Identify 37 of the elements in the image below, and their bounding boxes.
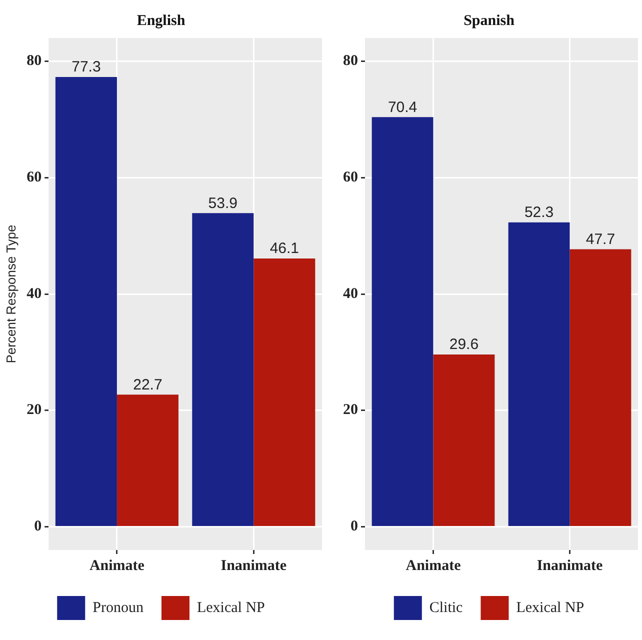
x-tick-label: Inanimate — [220, 558, 287, 574]
legend-label: Lexical NP — [196, 600, 265, 616]
bar — [570, 249, 632, 526]
data-label: 77.3 — [72, 58, 101, 76]
y-tick-label: 0 — [34, 518, 42, 535]
y-tick-label: 60 — [343, 170, 358, 186]
chart-title: English — [136, 12, 186, 29]
bar — [508, 222, 570, 526]
data-label: 22.7 — [133, 376, 162, 394]
data-label: 29.6 — [449, 336, 479, 354]
data-label: 46.1 — [270, 240, 300, 258]
y-tick-label: 80 — [343, 53, 358, 70]
data-label: 47.7 — [586, 230, 616, 248]
y-tick-label: 40 — [26, 286, 42, 302]
data-label: 52.3 — [524, 204, 554, 222]
legend-label: Clitic — [429, 600, 464, 616]
y-tick-label: 60 — [26, 170, 42, 186]
bar — [192, 213, 254, 526]
y-tick-label: 20 — [343, 402, 358, 418]
y-tick-label: 20 — [26, 402, 42, 418]
chart-title: Spanish — [464, 12, 516, 29]
x-tick-label: Animate — [89, 558, 145, 574]
y-tick-label: 40 — [343, 286, 358, 302]
legend-label: Pronoun — [92, 600, 144, 616]
bar — [433, 354, 495, 526]
legend-label: Lexical NP — [516, 600, 584, 616]
bar — [116, 394, 178, 526]
bar — [372, 117, 434, 526]
x-tick-label: Animate — [406, 558, 462, 574]
y-axis-title: Percent Response Type — [3, 224, 18, 364]
bar — [254, 258, 316, 526]
bar — [55, 76, 117, 526]
x-tick-label: Inanimate — [536, 558, 604, 574]
y-tick-label: 0 — [350, 518, 358, 535]
data-label: 53.9 — [208, 194, 238, 212]
y-tick-label: 80 — [26, 53, 42, 70]
data-label: 70.4 — [388, 98, 418, 116]
